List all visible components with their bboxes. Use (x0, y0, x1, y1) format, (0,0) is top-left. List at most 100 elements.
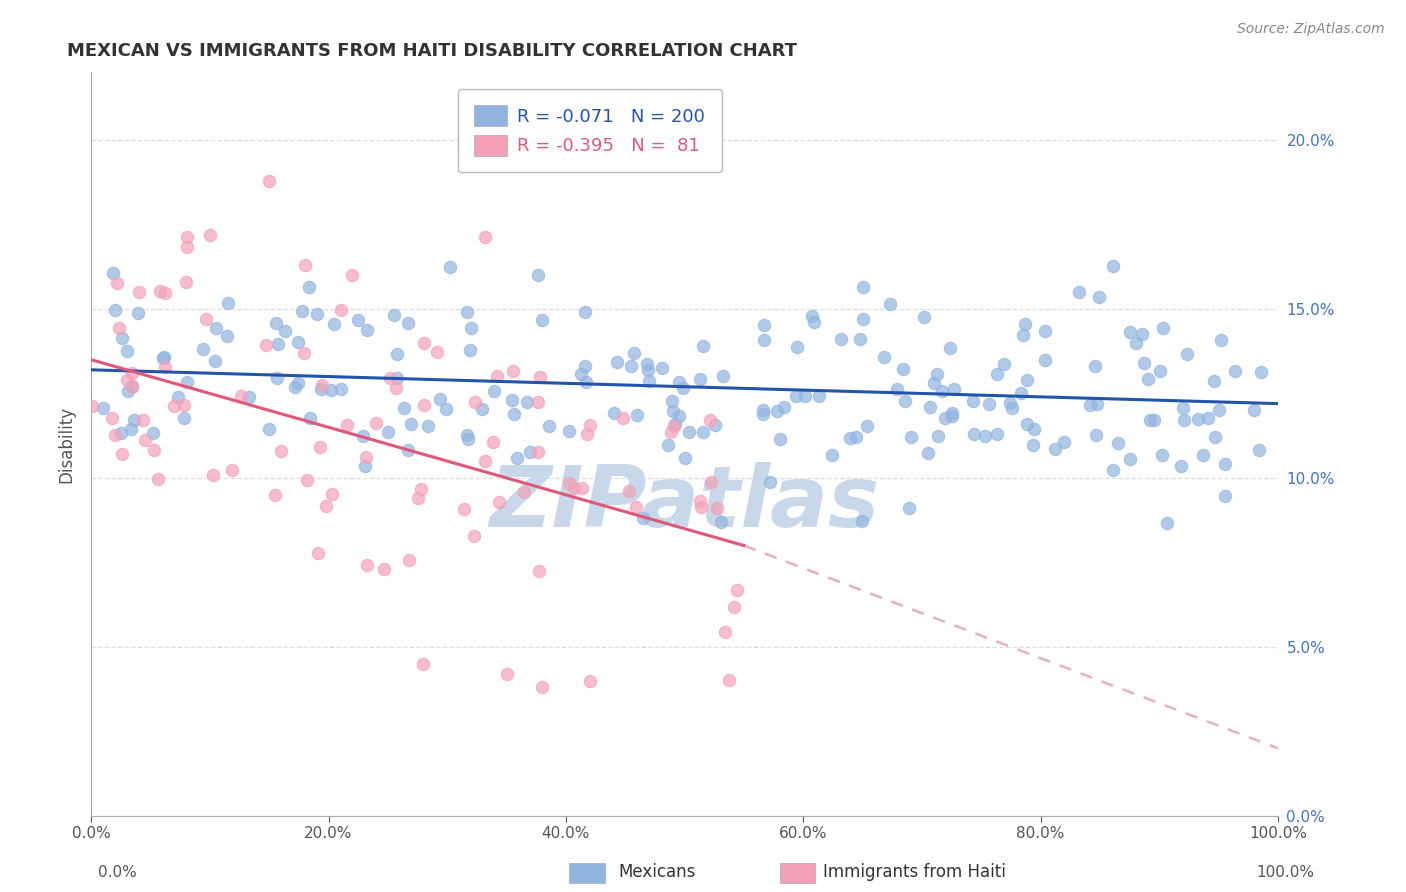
Point (198, 227, 221, 242)
Point (1143, 413, 1166, 427)
Point (482, 384, 505, 398)
Point (413, 398, 436, 412)
Point (373, 561, 395, 575)
Point (356, 323, 378, 337)
Point (927, 429, 949, 443)
Point (1101, 463, 1123, 477)
Point (800, 310, 823, 324)
Point (1001, 401, 1024, 415)
Point (1017, 373, 1039, 387)
Point (398, 553, 420, 567)
Point (105, 277, 128, 291)
Point (576, 427, 599, 442)
Point (1035, 324, 1057, 338)
Point (637, 374, 659, 388)
Point (392, 401, 415, 415)
Point (1084, 427, 1107, 442)
Point (1204, 430, 1226, 444)
Point (873, 350, 896, 364)
Point (264, 316, 287, 330)
Point (315, 499, 337, 513)
Point (298, 280, 321, 294)
Point (1033, 353, 1056, 368)
Point (578, 673, 600, 688)
Point (205, 321, 228, 335)
Point (412, 657, 434, 671)
Point (934, 411, 956, 425)
Point (1149, 364, 1171, 378)
Point (689, 500, 711, 514)
Point (174, 275, 197, 289)
Point (1107, 436, 1129, 450)
Point (176, 375, 198, 389)
Point (266, 371, 288, 385)
Point (678, 425, 700, 440)
Point (101, 266, 124, 280)
Point (668, 409, 690, 423)
Point (457, 432, 479, 446)
Point (636, 357, 658, 371)
Point (993, 357, 1015, 371)
Point (1101, 260, 1123, 274)
Point (1119, 452, 1142, 467)
Point (354, 450, 377, 464)
Point (396, 316, 419, 330)
Point (603, 407, 626, 421)
Point (308, 441, 330, 455)
Point (346, 313, 368, 327)
Point (1152, 448, 1174, 462)
Point (830, 332, 852, 346)
Text: 0.0%: 0.0% (98, 865, 138, 880)
Point (162, 399, 184, 413)
Point (623, 346, 645, 360)
Point (460, 320, 482, 334)
Point (107, 321, 129, 335)
Point (148, 472, 170, 486)
Point (385, 347, 408, 361)
Point (91, 401, 114, 416)
Point (1197, 411, 1219, 425)
Point (149, 285, 172, 299)
Point (1171, 401, 1194, 415)
Point (488, 494, 510, 508)
Point (352, 429, 374, 443)
Point (121, 380, 143, 394)
Point (723, 599, 745, 614)
Point (1118, 326, 1140, 340)
Point (1187, 412, 1209, 426)
Point (704, 417, 727, 432)
Point (121, 366, 143, 380)
Point (619, 483, 641, 498)
Point (1249, 443, 1271, 458)
Point (456, 305, 478, 319)
Point (530, 313, 553, 327)
Point (1139, 413, 1161, 427)
Point (173, 411, 195, 425)
Point (201, 468, 224, 483)
Point (662, 419, 685, 434)
Point (942, 382, 965, 396)
Point (986, 426, 1008, 441)
Point (193, 343, 215, 357)
Point (474, 230, 496, 244)
Point (111, 447, 134, 461)
Point (273, 325, 295, 339)
Point (519, 444, 541, 458)
Point (294, 258, 316, 272)
Point (122, 413, 145, 427)
Point (1022, 438, 1045, 452)
Point (1202, 374, 1225, 388)
Text: ZIPatlas: ZIPatlas (489, 462, 880, 545)
Point (1014, 317, 1036, 331)
Point (772, 400, 794, 414)
Point (925, 368, 948, 382)
Point (516, 394, 538, 409)
Text: MEXICAN VS IMMIGRANTS FROM HAITI DISABILITY CORRELATION CHART: MEXICAN VS IMMIGRANTS FROM HAITI DISABIL… (67, 42, 797, 60)
Point (128, 285, 150, 299)
Point (513, 484, 536, 499)
Point (1067, 285, 1090, 299)
Point (562, 481, 585, 495)
Point (495, 667, 517, 681)
Point (963, 427, 986, 442)
Point (794, 388, 817, 402)
